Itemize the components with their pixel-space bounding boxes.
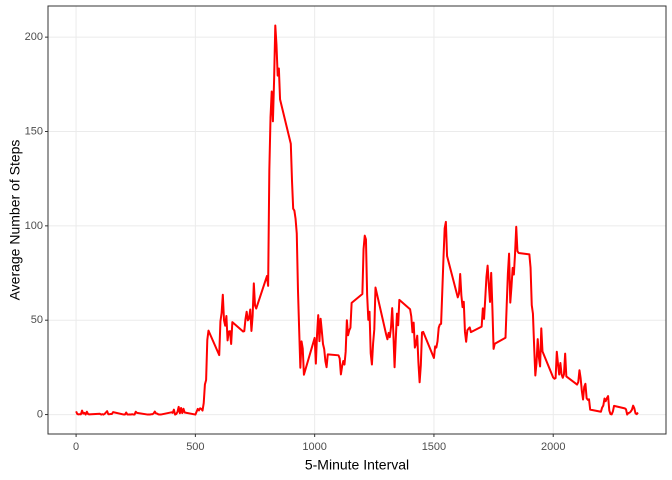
y-tick-label: 50	[31, 314, 43, 326]
y-axis-title: Average Number of Steps	[7, 140, 23, 301]
panel-border	[47, 5, 667, 435]
y-tick-label: 100	[25, 220, 43, 232]
x-tick-label: 2000	[541, 441, 565, 453]
x-tick-label: 500	[186, 441, 204, 453]
x-tick-label: 0	[73, 441, 79, 453]
x-axis-title: 5-Minute Interval	[305, 457, 409, 473]
data-line	[75, 24, 639, 416]
y-tick-label: 0	[37, 408, 43, 420]
y-tick-label: 150	[25, 125, 43, 137]
x-tick-label: 1000	[302, 441, 326, 453]
x-tick-label: 1500	[422, 441, 446, 453]
y-tick-label: 200	[25, 31, 43, 43]
